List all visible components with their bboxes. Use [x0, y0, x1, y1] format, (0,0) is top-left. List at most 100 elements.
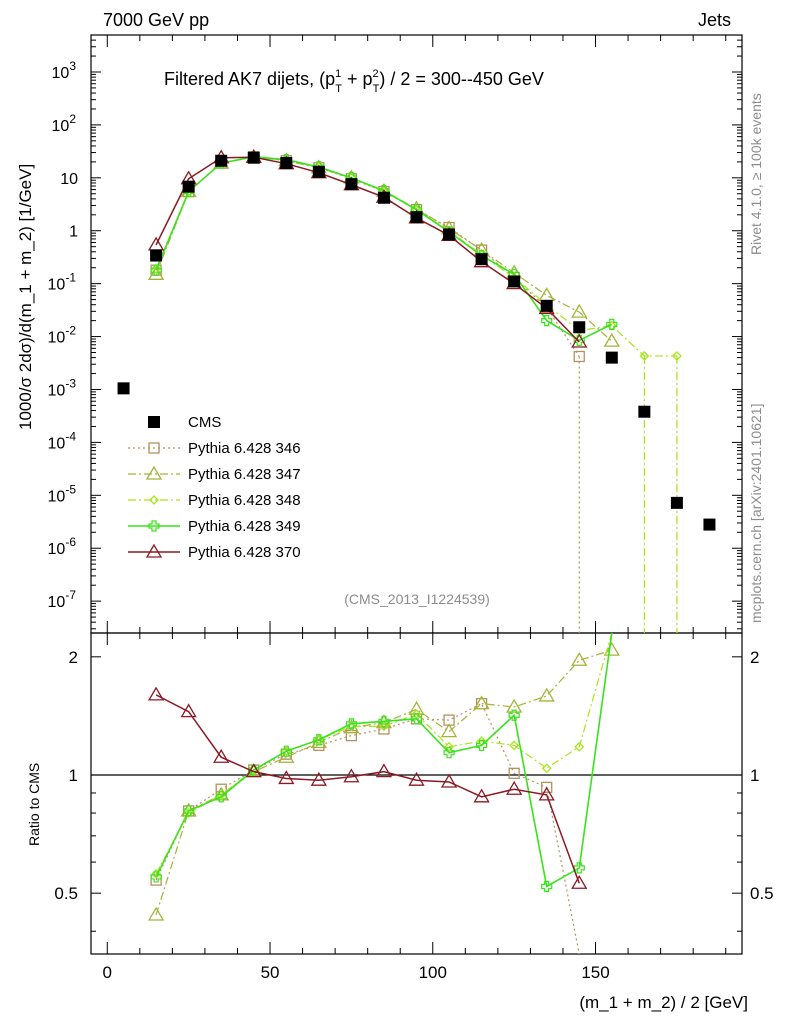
- ratio-point-p347: [571, 651, 588, 666]
- ratio-point-p347: [506, 698, 523, 713]
- data-point-p349: [541, 315, 553, 327]
- ratio-point-p348: [444, 741, 454, 752]
- legend-label-p348: Pythia 6.428 348: [188, 492, 301, 509]
- data-point-cms: [247, 151, 260, 164]
- y-tick-label: 1: [69, 224, 78, 241]
- ratio-point-p370: [571, 874, 588, 889]
- ratio-point-p347: [278, 748, 295, 763]
- ratio-point-p346: [541, 781, 553, 794]
- ratio-y-axis-label: Ratio to CMS: [26, 763, 42, 846]
- y-tick-label: 10-6: [48, 535, 77, 558]
- x-tick-label: 0: [103, 963, 112, 982]
- ratio-point-p347: [147, 906, 165, 921]
- data-point-cms: [410, 211, 423, 224]
- ratio-point-p370: [408, 771, 425, 786]
- ratio-line-p346: [155, 702, 580, 955]
- analysis-id: (CMS_2013_I1224539): [344, 591, 490, 607]
- ratio-point-p348: [541, 763, 552, 774]
- ratio-point-p370: [278, 770, 295, 785]
- plot-title: Filtered AK7 dijets, (p1 T + p2 T) / 2 = 3…: [164, 68, 544, 95]
- data-point-cms: [508, 275, 521, 288]
- series-line-p346: [155, 156, 580, 357]
- ratio-point-p370: [440, 773, 458, 788]
- data-point-cms: [280, 157, 293, 170]
- header-right: Jets: [698, 10, 731, 30]
- legend-marker-p370: [145, 543, 163, 558]
- ratio-point-p349: [573, 862, 585, 874]
- legend-marker-p349: [148, 520, 160, 532]
- ratio-point-p349: [215, 791, 227, 803]
- data-point-cms: [573, 321, 586, 334]
- ratio-point-p370: [538, 786, 555, 801]
- ratio-point-p349: [410, 713, 423, 725]
- data-point-p349: [150, 264, 162, 276]
- data-point-cms: [638, 405, 651, 418]
- ratio-point-p370: [147, 686, 165, 701]
- ratio-line-p348: [155, 632, 613, 875]
- legend-label-p349: Pythia 6.428 349: [188, 518, 301, 535]
- y-tick-label: 102: [52, 112, 77, 135]
- data-point-cms: [215, 154, 228, 167]
- x-tick-label: 50: [261, 963, 280, 982]
- x-axis-label: (m_1 + m_2) / 2 [GeV]: [579, 993, 748, 1012]
- series-line-p348: [155, 156, 677, 357]
- ratio-point-p347: [603, 641, 620, 656]
- ratio-point-p347: [473, 695, 490, 710]
- data-point-p349: [606, 318, 618, 330]
- ratio-point-p348: [379, 721, 389, 732]
- ratio-point-p346: [508, 767, 520, 779]
- y-tick-label: 10-4: [48, 429, 77, 452]
- ratio-point-p349: [476, 739, 488, 751]
- data-point-p370: [571, 333, 588, 348]
- y-tick-label: 10-2: [48, 324, 77, 347]
- ratio-point-p370: [245, 763, 262, 778]
- ratio-point-p348: [509, 740, 520, 751]
- y-tick-label: 10-5: [48, 482, 77, 505]
- y-tick-label: 103: [52, 59, 77, 82]
- ratio-point-p349: [443, 747, 455, 759]
- data-point-cms: [150, 249, 163, 262]
- data-point-p347: [571, 303, 588, 318]
- ratio-point-p349: [150, 871, 162, 883]
- ratio-point-p347: [440, 723, 458, 738]
- ratio-point-p370: [343, 768, 360, 783]
- side-label-bottom: mcplots.cern.ch [arXiv:2401.10621]: [748, 404, 764, 623]
- ratio-plot-frame: [90, 632, 743, 955]
- ratio-point-p349: [280, 745, 292, 757]
- x-tick-label: 150: [581, 963, 609, 982]
- data-point-cms: [443, 228, 456, 241]
- data-point-cms: [475, 253, 488, 266]
- data-point-cms: [670, 496, 683, 509]
- data-point-p347: [147, 266, 165, 280]
- data-point-cms: [703, 518, 716, 531]
- data-point-cms: [345, 178, 358, 191]
- ratio-y-tick-label-right: 0.5: [750, 884, 774, 903]
- y-axis-label: 1000/σ 2dσ)/d(m_1 + m_2) [1/GeV]: [16, 164, 35, 430]
- ratio-point-p346: [378, 723, 390, 735]
- ratio-point-p370: [473, 788, 490, 803]
- ratio-y-tick-label-right: 1: [750, 766, 759, 785]
- y-tick-label: 10: [60, 171, 78, 188]
- side-label-top: Rivet 4.1.0, ≥ 100k events: [748, 93, 764, 255]
- ratio-point-p348: [411, 709, 422, 719]
- ratio-point-p349: [183, 805, 195, 817]
- data-point-cms: [312, 165, 325, 178]
- ratio-y-tick-label: 1: [69, 766, 78, 785]
- legend-label-p346: Pythia 6.428 346: [188, 440, 301, 457]
- ratio-point-p347: [538, 687, 555, 702]
- ratio-line-p349: [155, 632, 613, 888]
- data-point-cms: [540, 299, 553, 312]
- ratio-point-p348: [216, 789, 227, 800]
- x-tick-label: 100: [419, 963, 447, 982]
- data-point-cms: [377, 191, 390, 204]
- ratio-point-p349: [313, 734, 325, 746]
- ratio-point-p349: [345, 718, 357, 730]
- ratio-point-p349: [508, 709, 520, 721]
- ratio-point-p348: [574, 741, 585, 752]
- y-tick-label: 10-3: [48, 376, 77, 399]
- data-point-cms: [117, 382, 130, 395]
- ratio-y-tick-label: 2: [69, 648, 78, 667]
- ratio-point-p370: [180, 703, 197, 718]
- ratio-point-p370: [375, 763, 393, 778]
